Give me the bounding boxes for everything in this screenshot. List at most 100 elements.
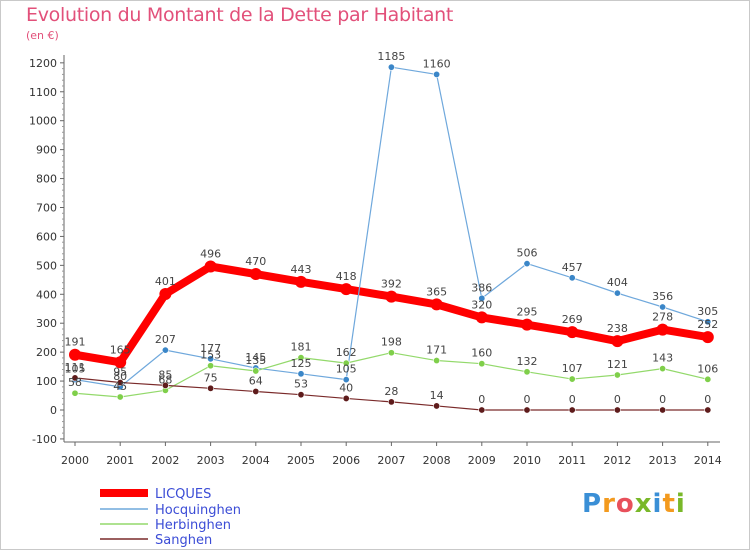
data-point <box>430 298 443 311</box>
data-label: 171 <box>426 344 447 357</box>
y-tick-label: 500 <box>36 259 57 272</box>
legend-label-herbinghen: Herbinghen <box>155 518 231 533</box>
y-tick-label: -100 <box>32 433 57 446</box>
x-tick-label: 2008 <box>423 454 451 467</box>
legend-label-hocquinghen: Hocquinghen <box>155 503 241 518</box>
data-point <box>295 275 307 288</box>
data-point <box>701 331 714 344</box>
data-label: 356 <box>652 290 673 303</box>
data-label: 106 <box>697 362 718 375</box>
y-tick-label: 1000 <box>29 115 57 128</box>
data-label: 75 <box>204 371 218 384</box>
logo-letter: r <box>602 489 616 519</box>
data-label: 506 <box>517 247 538 260</box>
data-point <box>249 268 262 281</box>
data-label: 0 <box>704 393 711 406</box>
data-point <box>568 406 576 414</box>
data-label: 365 <box>426 285 447 298</box>
x-tick-label: 2012 <box>603 454 631 467</box>
data-point <box>387 349 395 357</box>
y-tick-label: 700 <box>36 201 57 214</box>
logo-letter: t <box>662 489 676 519</box>
x-tick-label: 2013 <box>649 454 677 467</box>
data-label: 53 <box>294 378 308 391</box>
x-tick-label: 2003 <box>197 454 225 467</box>
data-point <box>387 63 395 71</box>
data-point <box>387 398 395 406</box>
data-label: 392 <box>381 278 402 291</box>
data-label: 404 <box>607 276 628 289</box>
data-label: 58 <box>68 376 82 389</box>
x-tick-label: 2004 <box>242 454 270 467</box>
data-point <box>342 376 350 384</box>
x-tick-label: 2014 <box>694 454 722 467</box>
data-point <box>433 70 441 78</box>
data-point <box>204 260 217 273</box>
data-point <box>478 406 486 414</box>
x-tick-label: 2010 <box>513 454 541 467</box>
data-label: 40 <box>339 381 353 394</box>
data-label: 181 <box>291 341 312 354</box>
proxiti-logo: Proxiti <box>582 489 686 519</box>
data-point <box>704 375 712 383</box>
data-point <box>433 357 441 365</box>
data-label: 457 <box>562 261 583 274</box>
y-tick-label: 100 <box>36 375 57 388</box>
x-tick-label: 2007 <box>377 454 405 467</box>
data-point <box>475 311 488 324</box>
data-point <box>478 294 486 302</box>
data-label: 238 <box>607 322 628 335</box>
data-label: 191 <box>65 336 86 349</box>
data-label: 470 <box>245 255 266 268</box>
data-label: 295 <box>517 306 538 319</box>
data-label: 143 <box>652 352 673 365</box>
data-label: 0 <box>659 393 666 406</box>
data-point <box>478 360 486 368</box>
data-point <box>342 394 350 402</box>
y-tick-label: 300 <box>36 317 57 330</box>
data-label: 85 <box>158 368 172 381</box>
data-label: 1185 <box>377 50 405 63</box>
data-point <box>207 362 215 370</box>
data-point <box>252 367 260 375</box>
x-tick-label: 2006 <box>332 454 360 467</box>
data-point <box>161 381 169 389</box>
data-point <box>342 359 350 367</box>
data-point <box>523 260 531 268</box>
data-point <box>523 406 531 414</box>
logo-letter: x <box>634 489 653 519</box>
data-label: 252 <box>697 318 718 331</box>
data-point <box>207 384 215 392</box>
logo-letter: P <box>582 489 603 519</box>
data-point <box>207 355 215 363</box>
data-label: 418 <box>336 270 357 283</box>
data-point <box>69 348 81 361</box>
data-point <box>71 374 79 382</box>
legend-label-sanghen: Sanghen <box>155 533 212 548</box>
data-point <box>297 370 305 378</box>
data-point <box>704 318 712 326</box>
unit-label: (en €) <box>26 29 59 42</box>
data-point <box>161 346 169 354</box>
chart-title: Evolution du Montant de la Dette par Hab… <box>26 4 454 26</box>
y-tick-label: 1200 <box>29 57 57 70</box>
data-label: 111 <box>65 361 86 374</box>
data-point <box>252 387 260 395</box>
data-label: 80 <box>113 370 127 383</box>
data-point <box>568 274 576 282</box>
data-label: 305 <box>697 305 718 318</box>
data-point <box>659 365 667 373</box>
logo-letter: o <box>615 489 635 519</box>
logo-letter: i <box>675 489 686 519</box>
data-label: 386 <box>471 281 492 294</box>
data-label: 278 <box>652 311 673 324</box>
y-tick-label: 1100 <box>29 86 57 99</box>
data-label: 0 <box>614 393 621 406</box>
data-label: 153 <box>200 349 221 362</box>
data-label: 269 <box>562 313 583 326</box>
data-label: 496 <box>200 248 221 261</box>
data-point <box>656 323 669 336</box>
data-label: 105 <box>65 363 86 376</box>
data-label: 107 <box>562 362 583 375</box>
